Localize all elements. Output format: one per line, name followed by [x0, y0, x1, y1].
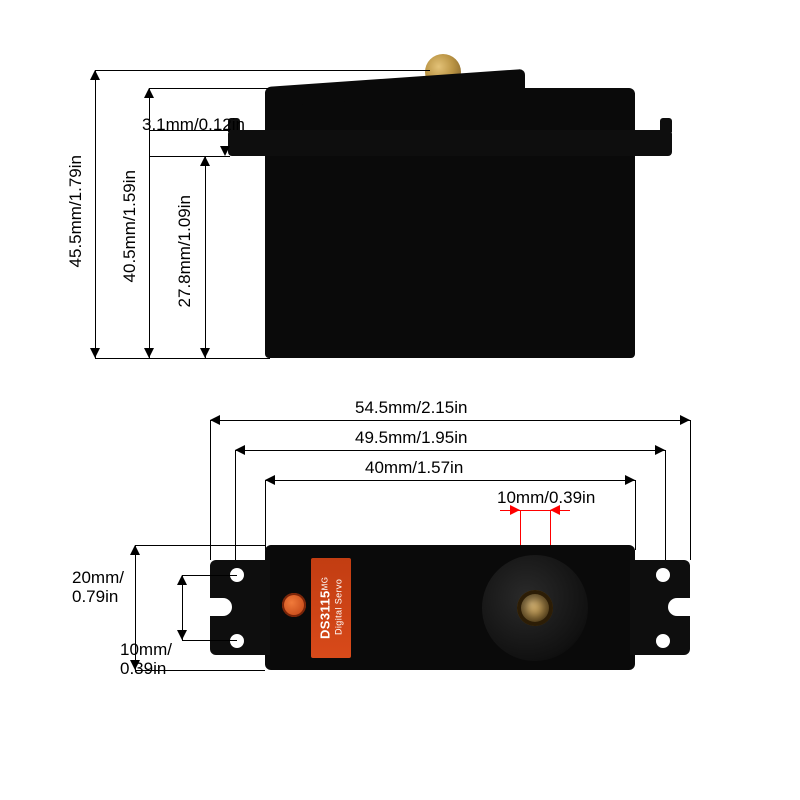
dim-40-5mm: 40.5mm/1.59in [120, 170, 140, 282]
top-spline-gear [517, 590, 553, 626]
line-545-h [210, 420, 690, 421]
line-20-bot [135, 670, 265, 671]
line-495-rv [665, 450, 666, 575]
arr-405-up [144, 88, 154, 98]
dim-54-5mm: 54.5mm/2.15in [355, 398, 467, 418]
line-455-top [95, 70, 430, 71]
arr-495-r [655, 445, 665, 455]
arr-20-up [130, 545, 140, 555]
dim-10mm-b: 0.39in [120, 659, 166, 679]
line-495-lv [235, 450, 236, 575]
line-40-lv [265, 480, 266, 550]
arr-545-r [680, 415, 690, 425]
line-278-v [205, 156, 206, 358]
line-20-v [135, 545, 136, 670]
arr-10r-r [550, 505, 560, 515]
line-495-h [235, 450, 665, 451]
line-10-top [182, 575, 237, 576]
side-ear-bar [228, 130, 672, 156]
arr-455-dn [90, 348, 100, 358]
label-mg: MG [321, 577, 330, 591]
arr-10-dn [177, 630, 187, 640]
side-ear-bump-r [660, 118, 672, 132]
line-20-top [135, 545, 265, 546]
arr-545-l [210, 415, 220, 425]
line-3-1-top [150, 130, 230, 131]
arr-495-l [235, 445, 245, 455]
dim-10mm-a: 10mm/ [120, 640, 172, 660]
dim-45-5mm: 45.5mm/1.79in [66, 155, 86, 267]
arr-455-up [90, 70, 100, 80]
arr-20-dn [130, 660, 140, 670]
side-servo-body [265, 88, 635, 358]
dim-20mm-a: 20mm/ [72, 568, 124, 588]
label-sub: Digital Servo [334, 579, 344, 635]
arr-40-l [265, 475, 275, 485]
label-model: DS3115 [318, 591, 333, 640]
arr-405-dn [144, 348, 154, 358]
line-455-bot [95, 358, 270, 359]
arr-278-dn [200, 348, 210, 358]
top-ear-hole-4 [656, 634, 670, 648]
line-405-top [149, 88, 269, 89]
arrow-3-1-down [220, 146, 230, 156]
dim-40mm: 40mm/1.57in [365, 458, 463, 478]
line-545-lv [210, 420, 211, 560]
line-405-v [149, 88, 150, 358]
line-40-h [265, 480, 635, 481]
line-3-1-bot [150, 156, 230, 157]
arr-40-r [625, 475, 635, 485]
dim-49-5mm: 49.5mm/1.95in [355, 428, 467, 448]
dim-20mm-b: 0.79in [72, 587, 118, 607]
dim-3-1mm: 3.1mm/0.12in [142, 115, 245, 135]
line-40-rv [635, 480, 636, 550]
product-label: DS3115MG Digital Servo [311, 558, 351, 658]
dim-27-8mm: 27.8mm/1.09in [175, 195, 195, 307]
arr-10-up [177, 575, 187, 585]
top-ear-hole-3 [656, 568, 670, 582]
line-10-bot [182, 640, 237, 641]
top-ear-left-slot [210, 598, 232, 616]
top-ear-hole-2 [230, 634, 244, 648]
arr-278-up [200, 156, 210, 166]
arr-10r-l [510, 505, 520, 515]
line-545-rv [690, 420, 691, 560]
line-455-v [95, 70, 96, 358]
top-ear-right-slot [668, 598, 690, 616]
label-logo [282, 593, 306, 617]
